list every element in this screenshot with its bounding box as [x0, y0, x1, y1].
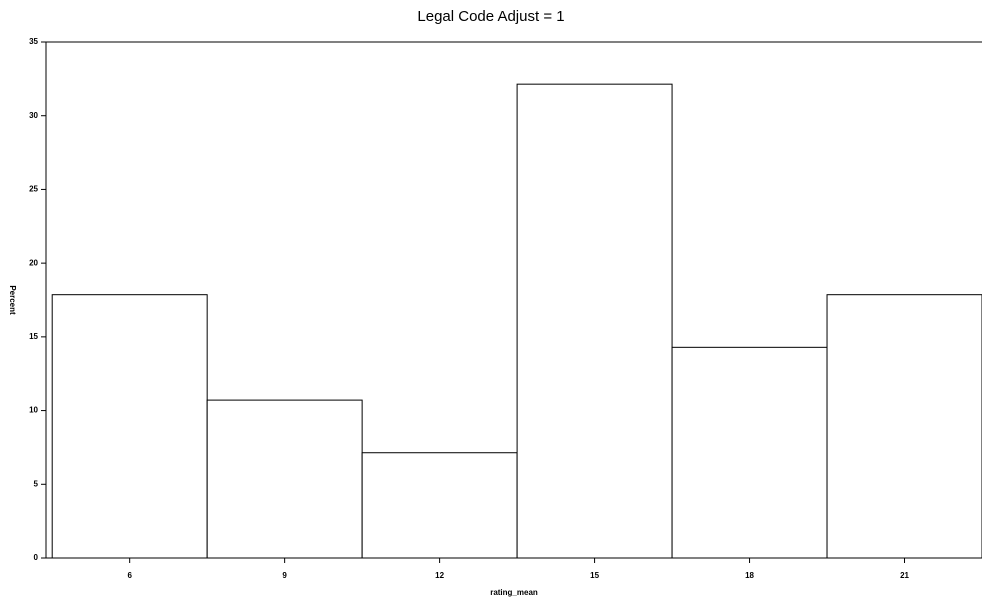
- y-tick-label: 5: [34, 479, 39, 488]
- y-tick-label: 15: [29, 332, 38, 341]
- y-tick-label: 35: [29, 37, 38, 46]
- x-tick-label: 9: [282, 571, 287, 580]
- x-tick-label: 12: [435, 571, 444, 580]
- bar: [206, 399, 363, 559]
- y-tick-label: 25: [29, 185, 38, 194]
- y-tick-label: 30: [29, 111, 38, 120]
- bar: [516, 83, 673, 559]
- x-axis-label: rating_mean: [490, 588, 538, 597]
- y-tick-label: 10: [29, 406, 38, 415]
- bar: [361, 452, 518, 559]
- x-tick-label: 6: [127, 571, 132, 580]
- x-tick-label: 18: [745, 571, 754, 580]
- x-tick-label: 21: [900, 571, 909, 580]
- y-tick-label: 0: [34, 553, 39, 562]
- x-tick-label: 15: [590, 571, 599, 580]
- bar: [826, 294, 982, 559]
- y-tick-label: 20: [29, 258, 38, 267]
- chart-title: Legal Code Adjust = 1: [417, 8, 564, 25]
- bar: [671, 346, 828, 559]
- y-axis-label: Percent: [8, 285, 17, 315]
- bar: [51, 294, 208, 559]
